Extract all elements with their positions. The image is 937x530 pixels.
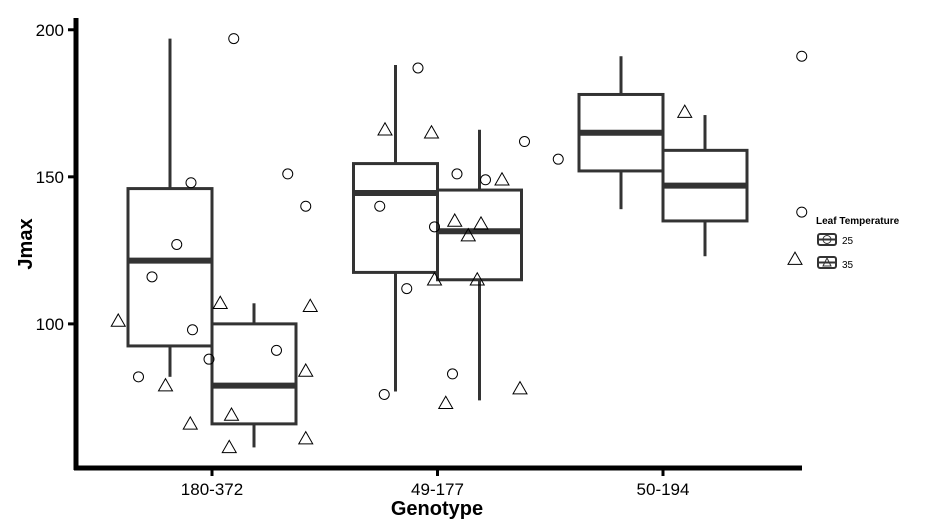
data-point-circle — [203, 353, 215, 365]
legend-label-25: 25 — [842, 236, 854, 247]
plot-area — [110, 33, 808, 454]
data-point-circle — [146, 271, 158, 283]
data-point-circle — [187, 324, 198, 336]
box-49-177-35 — [436, 129, 523, 401]
data-point-triangle — [110, 312, 127, 327]
x-tick-label: 49-177 — [411, 480, 464, 499]
data-point-circle — [185, 177, 197, 189]
data-point-triangle — [446, 212, 463, 227]
data-point-circle — [282, 168, 294, 180]
data-point-triangle — [423, 124, 440, 139]
data-point-triangle — [469, 271, 486, 286]
y-tick-label: 150 — [36, 168, 64, 187]
data-point-circle — [271, 344, 282, 356]
data-point-circle — [374, 200, 386, 212]
box-iqr — [352, 162, 439, 274]
data-point-triangle — [473, 215, 489, 230]
data-point-circle — [447, 368, 458, 380]
x-tick-label: 50-194 — [637, 480, 690, 499]
legend-title: Leaf Temperature — [816, 216, 900, 227]
box-180-372-25 — [126, 38, 214, 377]
data-point-circle — [378, 388, 390, 400]
box-49-177-25 — [352, 65, 439, 392]
data-point-triangle — [223, 407, 240, 421]
data-point-triangle — [212, 295, 229, 310]
data-point-circle — [480, 174, 491, 186]
data-point-triangle — [460, 227, 477, 242]
data-point-triangle — [182, 415, 199, 430]
data-point-circle — [796, 50, 808, 62]
data-point-triangle — [297, 362, 314, 377]
y-tick-label: 100 — [36, 315, 64, 334]
x-axis-title: Genotype — [391, 498, 483, 520]
box-180-372-35 — [210, 303, 298, 448]
data-point-triangle — [437, 395, 454, 410]
data-point-triangle — [302, 298, 319, 312]
data-point-circle — [133, 371, 144, 383]
legend-key-35 — [817, 256, 837, 269]
legend-label-35: 35 — [842, 260, 854, 271]
box-iqr — [436, 188, 523, 282]
data-point-triangle — [676, 104, 693, 118]
box-iqr — [126, 187, 214, 348]
data-point-circle — [796, 206, 808, 218]
y-axis-ticks: 100 150 200 — [36, 21, 76, 334]
data-point-triangle — [512, 380, 528, 395]
data-point-circle — [552, 153, 564, 165]
data-point-circle — [429, 221, 440, 233]
data-point-triangle — [157, 377, 174, 392]
data-point-circle — [451, 168, 463, 180]
data-point-circle — [401, 283, 413, 295]
box-iqr — [210, 322, 298, 426]
legend-key-triangle — [822, 256, 832, 267]
legend: Leaf Temperature 25 35 — [816, 216, 900, 271]
data-point-circle — [171, 238, 183, 250]
box-50-194-25 — [577, 56, 665, 210]
data-point-circle — [228, 33, 240, 45]
legend-key-25 — [817, 233, 837, 246]
data-point-triangle — [494, 171, 510, 186]
box-50-194-35 — [661, 115, 749, 257]
legend-key-circle — [822, 235, 832, 244]
x-tick-label: 180-372 — [181, 480, 243, 499]
y-tick-label: 200 — [36, 21, 64, 40]
data-point-triangle — [787, 251, 803, 265]
data-point-triangle — [377, 121, 393, 136]
data-point-circle — [519, 136, 530, 148]
data-point-circle — [300, 200, 312, 212]
data-point-triangle — [426, 271, 443, 286]
x-axis-ticks: 180-372 49-177 50-194 — [181, 468, 690, 499]
data-point-triangle — [221, 439, 238, 454]
data-point-triangle — [297, 430, 314, 445]
data-point-circle — [412, 62, 424, 74]
y-axis-title: Jmax — [15, 218, 37, 269]
